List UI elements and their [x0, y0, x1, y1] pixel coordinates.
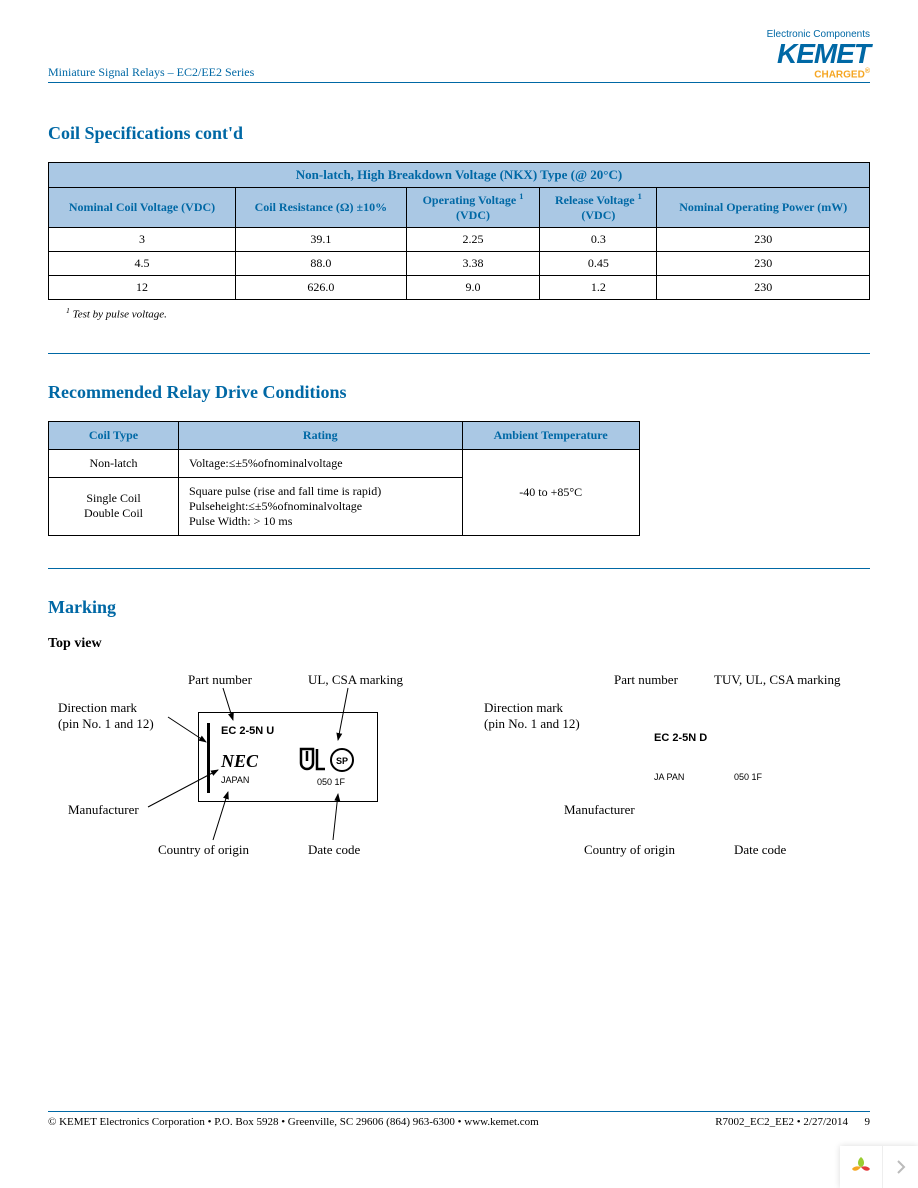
table-cell: 0.3: [540, 228, 657, 252]
drive-conditions-table: Coil Type Rating Ambient Temperature Non…: [48, 421, 640, 536]
relay-part-text: EC 2-5N U: [221, 725, 274, 737]
logo-text: KEMET: [767, 40, 870, 68]
ul-mark-icon: [297, 747, 327, 773]
coil-spec-table: Non-latch, High Breakdown Voltage (NKX) …: [48, 162, 870, 300]
callout-ul-csa: UL, CSA marking: [308, 672, 403, 688]
col-header: Nominal Coil Voltage (VDC): [49, 188, 236, 228]
table-cell: 3: [49, 228, 236, 252]
table-cell: Voltage:≤±5%ofnominalvoltage: [178, 449, 462, 477]
callout-part-number: Part number: [188, 672, 252, 688]
callout-manufacturer: Manufacturer: [564, 802, 635, 818]
table-cell: 39.1: [235, 228, 406, 252]
corner-widget[interactable]: [840, 1146, 918, 1188]
table-super-header: Non-latch, High Breakdown Voltage (NKX) …: [49, 163, 870, 188]
table-cell: 230: [657, 276, 870, 300]
footer-right: R7002_EC2_EE2 • 2/27/2014 9: [715, 1116, 870, 1128]
table-cell: 12: [49, 276, 236, 300]
marking-diagram-right: Part number TUV, UL, CSA marking Directi…: [484, 672, 870, 882]
table-cell: Square pulse (rise and fall time is rapi…: [178, 477, 462, 535]
logo-tagline-bottom: CHARGED®: [767, 68, 870, 80]
relay-mfr-text: NEC: [221, 751, 258, 772]
divider: [48, 568, 870, 569]
svg-text:SP: SP: [336, 756, 348, 766]
col-header: Coil Resistance (Ω) ±10%: [235, 188, 406, 228]
table-cell: 88.0: [235, 252, 406, 276]
csa-mark-icon: SP: [329, 747, 355, 773]
divider: [48, 353, 870, 354]
direction-mark-icon: [207, 723, 210, 793]
table-cell: 2.25: [406, 228, 540, 252]
table-row: 4.588.03.380.45230: [49, 252, 870, 276]
col-header: Rating: [178, 421, 462, 449]
col-header: Coil Type: [49, 421, 179, 449]
table-cell: 9.0: [406, 276, 540, 300]
marking-diagrams: Part number UL, CSA marking Direction ma…: [48, 672, 870, 882]
relay-part-text: EC 2-5N D: [654, 732, 707, 744]
callout-part-number: Part number: [614, 672, 678, 688]
table-cell: 4.5: [49, 252, 236, 276]
callout-date-code: Date code: [308, 842, 360, 858]
col-header: Operating Voltage 1(VDC): [406, 188, 540, 228]
callout-manufacturer: Manufacturer: [68, 802, 139, 818]
callout-direction-mark: Direction mark(pin No. 1 and 12): [58, 700, 154, 732]
table-cell: -40 to +85°C: [462, 449, 639, 535]
footer-left: © KEMET Electronics Corporation • P.O. B…: [48, 1116, 539, 1128]
callout-date-code: Date code: [734, 842, 786, 858]
table-row: 12626.09.01.2230: [49, 276, 870, 300]
relay-datecode-text: 050 1F: [734, 772, 762, 782]
chevron-right-icon[interactable]: [882, 1146, 918, 1188]
callout-country: Country of origin: [158, 842, 249, 858]
section-title-coil-spec: Coil Specifications cont'd: [48, 123, 870, 144]
doc-title: Miniature Signal Relays – EC2/EE2 Series: [48, 65, 254, 80]
table-cell: 1.2: [540, 276, 657, 300]
callout-direction-mark: Direction mark(pin No. 1 and 12): [484, 700, 580, 732]
table-row: 339.12.250.3230: [49, 228, 870, 252]
section-title-marking: Marking: [48, 597, 870, 618]
table-cell: Non-latch: [49, 449, 179, 477]
table-cell: 3.38: [406, 252, 540, 276]
kemet-logo: Electronic Components KEMET CHARGED®: [767, 30, 870, 80]
table-cell: Single CoilDouble Coil: [49, 477, 179, 535]
relay-datecode-text: 050 1F: [317, 777, 345, 787]
marking-diagram-left: Part number UL, CSA marking Direction ma…: [48, 672, 434, 882]
relay-outline: EC 2-5N U NEC JAPAN SP 050 1F: [198, 712, 378, 802]
callout-country: Country of origin: [584, 842, 675, 858]
table-cell: 230: [657, 228, 870, 252]
page-footer: © KEMET Electronics Corporation • P.O. B…: [48, 1111, 870, 1128]
table-cell: 230: [657, 252, 870, 276]
table-cell: 0.45: [540, 252, 657, 276]
page-header: Miniature Signal Relays – EC2/EE2 Series…: [48, 30, 870, 83]
col-header: Nominal Operating Power (mW): [657, 188, 870, 228]
table-footnote: 1 Test by pulse voltage.: [66, 306, 870, 321]
col-header: Ambient Temperature: [462, 421, 639, 449]
top-view-label: Top view: [48, 636, 870, 652]
callout-tuv-ul-csa: TUV, UL, CSA marking: [714, 672, 841, 688]
col-header: Release Voltage 1(VDC): [540, 188, 657, 228]
relay-country-text: JA PAN: [654, 772, 684, 782]
app-icon[interactable]: [840, 1146, 882, 1188]
section-title-drive-cond: Recommended Relay Drive Conditions: [48, 382, 870, 403]
table-cell: 626.0: [235, 276, 406, 300]
relay-country-text: JAPAN: [221, 775, 249, 785]
